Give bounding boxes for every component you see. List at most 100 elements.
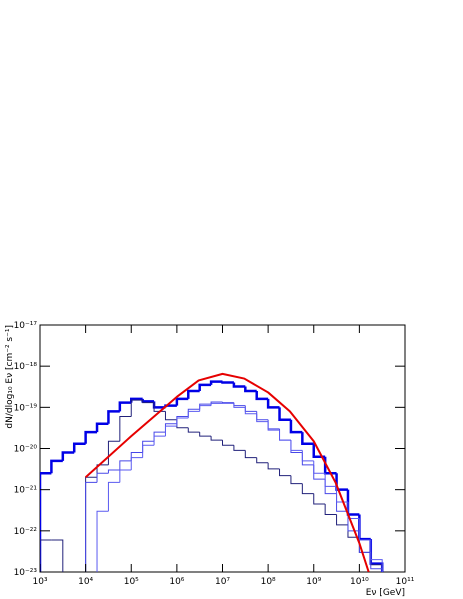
histogram-bin <box>313 460 326 474</box>
histogram-bin <box>301 432 314 446</box>
x-axis-label: Eν [GeV] <box>366 588 405 598</box>
histogram-bin <box>84 430 98 444</box>
histogram-bin <box>153 431 166 442</box>
histogram-bin <box>301 450 314 462</box>
histogram-bin <box>142 444 155 458</box>
histogram-bin <box>370 552 383 572</box>
x-tick-label: 10¹¹ <box>396 577 415 587</box>
histogram-bin <box>279 430 291 441</box>
histogram-bin <box>244 386 257 393</box>
histogram-bin <box>118 401 132 412</box>
histogram-bin <box>152 401 166 409</box>
x-tick-label: 10⁴ <box>78 577 93 587</box>
model-curve <box>84 372 370 572</box>
y-tick-label: 10⁻¹⁸ <box>14 362 38 372</box>
histogram-bin <box>232 382 246 388</box>
histogram-bin <box>289 419 303 434</box>
histogram-bin <box>72 442 86 453</box>
histogram-bin <box>130 397 143 403</box>
histogram-bin <box>313 493 326 505</box>
y-tick-label: 10⁻²⁰ <box>14 445 38 455</box>
histogram-bin <box>233 402 246 407</box>
x-tick-label: 10⁶ <box>169 577 184 587</box>
histogram-bin <box>107 410 120 424</box>
histogram-bin <box>119 469 132 483</box>
histogram-bin <box>50 459 63 474</box>
y-axis-label: dN/dlog₁₀ Eν [cm⁻² s⁻¹] <box>5 325 15 429</box>
histogram-bin <box>370 539 383 572</box>
histogram-bin <box>141 398 155 403</box>
histogram-bin <box>187 410 200 419</box>
histogram-bin <box>244 405 257 412</box>
histogram-bin <box>279 428 291 441</box>
histogram-bin <box>266 398 280 409</box>
histogram-bin <box>199 405 212 412</box>
histogram-bin <box>279 468 291 477</box>
histogram-bin <box>256 413 269 423</box>
histogram-bin <box>107 440 120 465</box>
histogram-bin <box>176 419 189 429</box>
histogram-bin <box>370 552 383 572</box>
histogram-bin <box>222 440 234 446</box>
histogram-bin <box>324 503 337 515</box>
histogram-bin <box>187 408 200 417</box>
histogram-bin <box>358 514 371 541</box>
x-tick-label: 10³ <box>32 577 47 587</box>
histogram-bin <box>153 435 166 446</box>
histogram-bin <box>278 407 291 421</box>
histogram-bin <box>96 510 109 572</box>
y-tick-label: 10⁻¹⁷ <box>14 321 38 331</box>
histogram-bin <box>301 452 314 466</box>
histogram-bin <box>233 445 246 451</box>
histogram-bin <box>256 411 269 421</box>
y-tick-label: 10⁻²² <box>14 527 38 537</box>
histogram-bin <box>119 415 132 442</box>
histogram-bin <box>40 539 52 572</box>
histogram-bin <box>130 451 143 461</box>
histogram-bin <box>210 436 223 441</box>
x-tick-label: 10⁵ <box>124 577 139 587</box>
x-tick-label: 10⁷ <box>215 577 230 587</box>
histogram-bin <box>164 425 177 437</box>
x-tick-label: 10¹⁰ <box>350 577 369 587</box>
histogram-bin <box>164 423 177 433</box>
histogram-bin <box>187 389 200 399</box>
histogram-bin <box>51 539 64 572</box>
histogram-bin <box>107 469 120 474</box>
histogram-bin <box>255 390 269 401</box>
histogram-bin <box>233 403 246 408</box>
histogram-bin <box>199 432 212 437</box>
plot-frame <box>39 324 406 573</box>
histogram-bin <box>199 403 212 410</box>
histogram-bin <box>267 462 280 470</box>
histogram-bin <box>61 451 75 461</box>
histogram-bin <box>244 407 257 415</box>
histogram-bin <box>187 427 200 433</box>
y-tick-label: 10⁻²¹ <box>14 486 38 496</box>
y-tick-label: 10⁻²³ <box>14 568 38 578</box>
histogram-bin <box>244 450 257 459</box>
histogram-bin <box>346 489 360 516</box>
histogram-bin <box>256 457 269 464</box>
histogram-bin <box>85 481 98 572</box>
histogram-bin <box>336 514 348 526</box>
histogram-bin <box>164 411 177 421</box>
histogram-bin <box>209 380 223 385</box>
histogram-bin <box>369 539 384 572</box>
x-tick-label: 10⁹ <box>306 577 321 587</box>
histogram-bin <box>358 518 371 541</box>
histogram-bin <box>85 476 98 572</box>
histogram-bin <box>176 417 189 427</box>
histogram-bin <box>222 401 234 404</box>
histogram-bin <box>142 400 155 404</box>
histogram-bin <box>290 475 303 485</box>
histogram-bin <box>175 397 189 406</box>
histogram-bin <box>221 381 234 384</box>
histogram-bin <box>267 419 280 430</box>
histogram-bin <box>301 483 314 495</box>
histogram-bin <box>267 421 280 431</box>
histogram-bin <box>198 383 212 391</box>
histogram-bin <box>130 399 143 417</box>
histogram-bin <box>40 472 52 572</box>
